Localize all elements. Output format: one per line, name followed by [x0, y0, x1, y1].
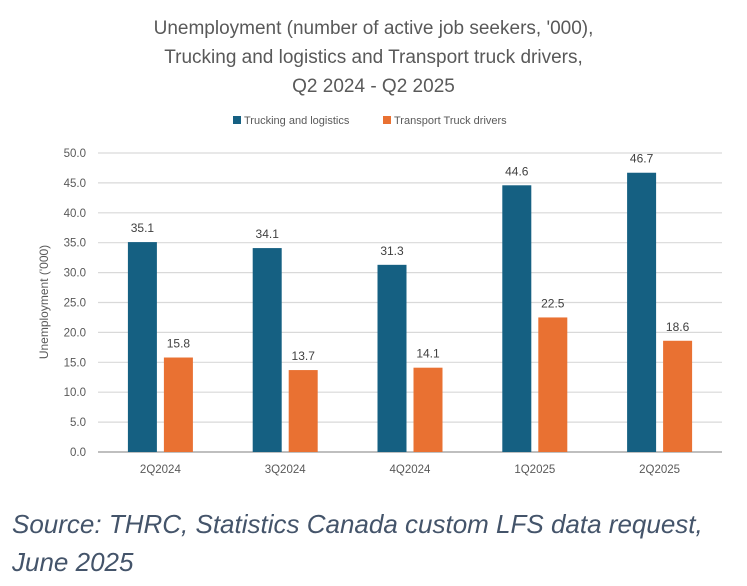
x-tick-label: 3Q2024: [265, 464, 307, 476]
bar-transport-truck-drivers: [663, 340, 693, 452]
bar-transport-truck-drivers: [413, 367, 443, 452]
bar-transport-truck-drivers: [163, 357, 193, 452]
legend-swatch: [233, 116, 241, 124]
y-tick-label: 5.0: [70, 417, 86, 429]
chart-title-line: Trucking and logistics and Transport tru…: [164, 47, 583, 68]
chart-title: Unemployment (number of active job seeke…: [0, 14, 747, 101]
y-tick-label: 20.0: [64, 327, 86, 339]
data-label: 31.3: [380, 244, 404, 258]
x-tick-label: 4Q2024: [390, 464, 432, 476]
data-label: 46.7: [630, 152, 654, 166]
legend-label: Trucking and logistics: [244, 115, 350, 127]
data-label: 34.1: [256, 227, 280, 241]
source-line: Source: THRC, Statistics Canada custom L…: [12, 509, 703, 539]
bar-transport-truck-drivers: [538, 317, 568, 452]
bar-trucking-logistics: [627, 172, 657, 452]
data-label: 35.1: [131, 221, 155, 235]
data-label: 14.1: [416, 347, 440, 361]
y-tick-label: 45.0: [64, 178, 86, 190]
y-tick-label: 25.0: [64, 298, 86, 310]
chart-title-line: Unemployment (number of active job seeke…: [153, 18, 594, 39]
data-label: 13.7: [292, 349, 316, 363]
y-tick-label: 40.0: [64, 208, 86, 220]
data-label: 18.6: [666, 320, 690, 334]
y-tick-label: 0.0: [70, 447, 86, 459]
y-tick-label: 30.0: [64, 268, 86, 280]
y-tick-label: 10.0: [64, 387, 86, 399]
legend-swatch: [383, 116, 391, 124]
y-tick-label: 50.0: [64, 148, 86, 160]
y-axis-label: Unemployment ('000): [37, 245, 51, 359]
source-note: Source: THRC, Statistics Canada custom L…: [12, 505, 703, 581]
legend-label: Transport Truck drivers: [394, 115, 507, 127]
bar-trucking-logistics: [127, 242, 157, 452]
x-tick-label: 2Q2024: [140, 464, 182, 476]
bar-trucking-logistics: [252, 248, 282, 452]
chart-title-line: Q2 2024 - Q2 2025: [292, 76, 455, 97]
data-label: 15.8: [167, 337, 191, 351]
y-tick-label: 15.0: [64, 357, 86, 369]
x-tick-label: 2Q2025: [639, 464, 680, 476]
bar-transport-truck-drivers: [288, 370, 318, 452]
data-label: 22.5: [541, 296, 565, 310]
source-line: June 2025: [12, 547, 134, 577]
y-tick-label: 35.0: [64, 238, 86, 250]
bar-trucking-logistics: [377, 264, 407, 452]
x-tick-label: 1Q2025: [514, 464, 555, 476]
data-label: 44.6: [505, 164, 529, 178]
bar-trucking-logistics: [502, 185, 532, 453]
